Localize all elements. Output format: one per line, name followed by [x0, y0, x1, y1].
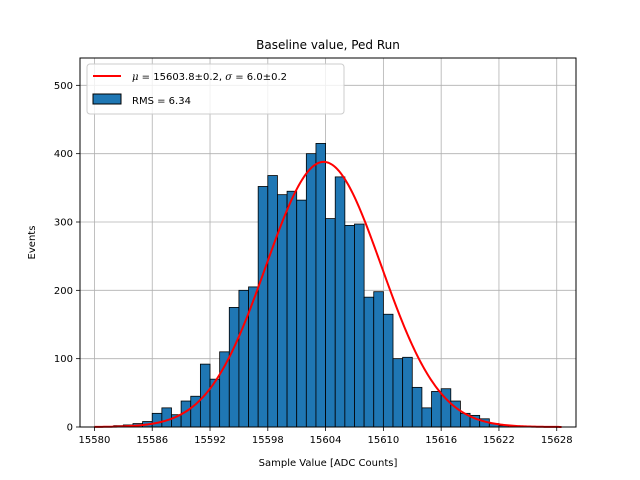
legend: μ = 15603.8±0.2, σ = 6.0±0.2 RMS = 6.34 — [86, 63, 345, 115]
x-tick-label: 15580 — [79, 435, 111, 446]
histogram-bar — [151, 412, 163, 428]
legend-box — [86, 63, 345, 115]
y-tick-label: 200 — [54, 286, 73, 297]
plot-frame — [79, 57, 577, 428]
histogram-bar — [363, 296, 375, 428]
legend-histogram-label: RMS = 6.34 — [132, 96, 191, 107]
histogram-bar — [344, 225, 355, 428]
histogram-bar — [402, 356, 413, 428]
histogram-bar — [296, 199, 307, 428]
chart-title: Baseline value, Ped Run — [256, 38, 400, 52]
x-axis-ticks: 15580 15586 15592 15598 15604 15610 15616 15622… — [79, 427, 573, 446]
x-tick-label: 15610 — [367, 435, 399, 446]
legend-histogram-swatch — [92, 93, 122, 105]
y-tick-label: 400 — [54, 149, 73, 160]
x-tick-label: 15592 — [194, 435, 226, 446]
y-tick-label: 500 — [54, 81, 73, 92]
histogram-bar — [267, 175, 278, 428]
histogram-bar — [228, 307, 240, 428]
x-axis-label: Sample Value [ADC Counts] — [259, 458, 398, 469]
histogram-bar — [411, 386, 423, 428]
x-tick-label: 15622 — [483, 435, 515, 446]
y-tick-label: 0 — [67, 423, 73, 434]
histogram-bar — [238, 289, 249, 428]
y-axis-ticks: 0 100 200 300 400 500 — [54, 81, 80, 434]
x-tick-label: 15604 — [310, 435, 342, 446]
histogram-bar — [161, 407, 172, 428]
histogram-bar — [325, 218, 336, 428]
histogram-bar — [382, 313, 394, 428]
histogram-bar — [286, 190, 298, 428]
y-tick-label: 100 — [54, 354, 73, 365]
x-tick-label: 15616 — [425, 435, 457, 446]
gaussian-fit — [94, 160, 562, 428]
histogram-bar — [373, 291, 384, 428]
x-tick-label: 15586 — [136, 435, 168, 446]
fit-curve — [94, 160, 562, 428]
y-tick-label: 300 — [54, 218, 73, 229]
histogram-bar — [392, 358, 404, 428]
y-axis-label: Events — [27, 226, 38, 260]
histogram-bar — [305, 153, 317, 428]
histogram-bar — [257, 186, 269, 428]
histogram-bar — [219, 351, 230, 428]
x-tick-label: 15628 — [541, 435, 573, 446]
histogram-bar — [334, 176, 346, 428]
histogram-bars — [113, 143, 509, 428]
legend-fit-label: μ = 15603.8±0.2, σ = 6.0±0.2 — [132, 72, 287, 83]
histogram-bar — [354, 223, 365, 428]
histogram-bar — [315, 143, 326, 428]
x-tick-label: 15598 — [252, 435, 284, 446]
histogram-bar — [421, 407, 432, 428]
histogram-bar — [431, 391, 442, 428]
